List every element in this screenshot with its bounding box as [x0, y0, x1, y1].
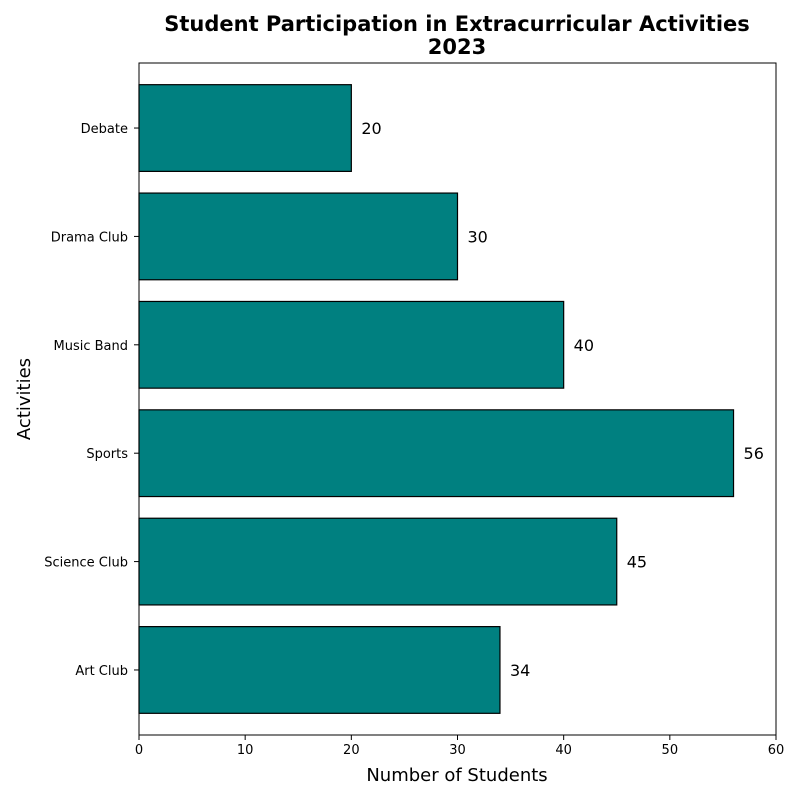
y-tick-label-sports: Sports — [86, 447, 128, 462]
chart-title-line-1: Student Participation in Extracurricular… — [164, 12, 750, 36]
x-tick-label: 10 — [237, 743, 254, 758]
y-tick-label-music-band: Music Band — [54, 339, 129, 354]
bar-debate — [139, 85, 351, 172]
y-tick-label-art-club: Art Club — [75, 664, 128, 679]
bar-drama-club — [139, 193, 458, 280]
x-tick-label: 50 — [662, 743, 679, 758]
y-tick-label-debate: Debate — [81, 122, 128, 137]
x-tick-label: 20 — [343, 743, 360, 758]
chart-title-line-2: 2023 — [428, 35, 486, 59]
x-tick-label: 0 — [135, 743, 143, 758]
chart-title: Student Participation in Extracurricular… — [164, 12, 750, 59]
x-tick-label: 60 — [768, 743, 785, 758]
data-label-debate: 20 — [361, 119, 381, 138]
data-label-science-club: 45 — [627, 553, 647, 572]
y-tick-label-science-club: Science Club — [44, 556, 128, 571]
bar-music-band — [139, 301, 564, 388]
x-tick-label: 40 — [555, 743, 572, 758]
data-label-art-club: 34 — [510, 661, 530, 680]
bar-sports — [139, 410, 734, 497]
bars-group — [139, 85, 734, 714]
bar-art-club — [139, 627, 500, 714]
data-label-sports: 56 — [744, 444, 764, 463]
data-label-drama-club: 30 — [468, 227, 488, 246]
x-axis-label: Number of Students — [366, 765, 547, 786]
y-axis-ticks: Art Club Science Club Sports Music Band Dram… — [44, 122, 139, 679]
y-tick-label-drama-club: Drama Club — [51, 230, 128, 245]
data-label-music-band: 40 — [574, 336, 594, 355]
y-axis-label: Activities — [14, 358, 35, 440]
x-axis-ticks: 0 10 20 30 40 50 60 — [135, 735, 784, 758]
bar-science-club — [139, 518, 617, 605]
x-tick-label: 30 — [449, 743, 466, 758]
